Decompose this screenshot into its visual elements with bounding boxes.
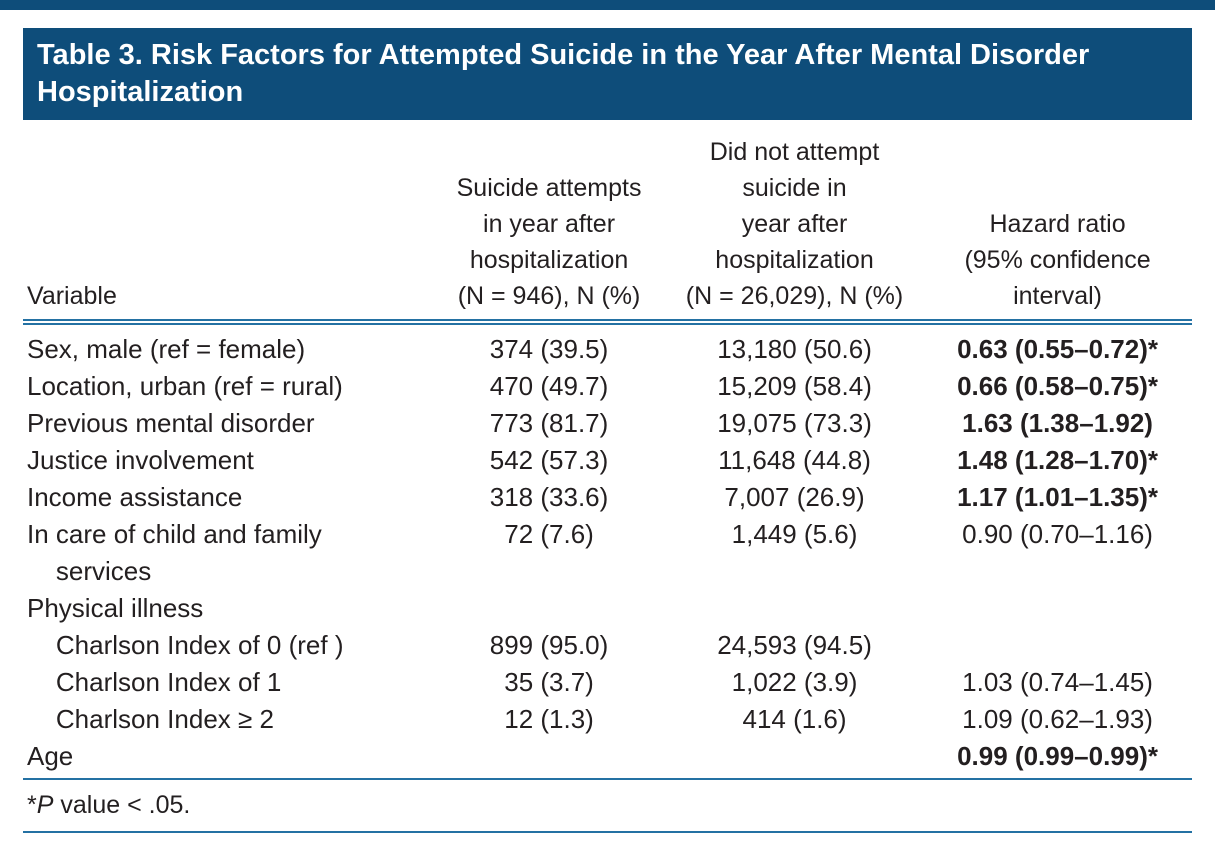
row-hazard-ratio: 0.66 (0.58–0.75)* (957, 371, 1159, 401)
column-header-hazard-ratio: Hazard ratio (95% confidence interval) (923, 120, 1192, 325)
row-did-not-attempt-value: 414 (1.6) (742, 704, 847, 734)
header-row: Variable Suicide attempts in year after … (23, 120, 1192, 325)
table-row: Previous mental disorder 773 (81.7) 19,0… (23, 405, 1192, 442)
row-attempts-value: 374 (39.5) (489, 334, 609, 364)
row-attempts-value: 899 (95.0) (489, 630, 609, 660)
row-did-not-attempt-value: 13,180 (50.6) (717, 334, 872, 364)
row-hazard-ratio: 1.17 (1.01–1.35)* (957, 482, 1159, 512)
row-did-not-attempt-value: 15,209 (58.4) (717, 371, 872, 401)
table-title-banner: Table 3. Risk Factors for Attempted Suic… (23, 28, 1192, 120)
table-row: Age 0.99 (0.99–0.99)* (23, 738, 1192, 779)
table-container: Table 3. Risk Factors for Attempted Suic… (23, 28, 1192, 833)
row-hazard-ratio: 0.90 (0.70–1.16) (962, 519, 1153, 549)
row-attempts-value: 35 (3.7) (504, 667, 594, 697)
table-row: In care of child and family services 72 … (23, 516, 1192, 590)
row-hazard-ratio: 1.09 (0.62–1.93) (962, 704, 1153, 734)
row-hazard-ratio (923, 627, 1192, 664)
column-header-did-not-attempt: Did not attempt suicide in year after ho… (665, 120, 924, 325)
column-header-variable: Variable (23, 120, 433, 325)
row-attempts-value: 72 (7.6) (504, 519, 594, 549)
row-did-not-attempt-value: 11,648 (44.8) (718, 445, 871, 475)
row-attempts-value: 470 (49.7) (489, 371, 609, 401)
table-title: Table 3. Risk Factors for Attempted Suic… (37, 39, 1090, 108)
table-row: Location, urban (ref = rural) 470 (49.7)… (23, 368, 1192, 405)
row-variable: Previous mental disorder (27, 408, 315, 438)
risk-factors-table: Variable Suicide attempts in year after … (23, 120, 1192, 780)
row-attempts-value: 773 (81.7) (489, 408, 609, 438)
row-variable: Justice involvement (27, 445, 254, 475)
table-footnote: *P value < .05. (23, 780, 1192, 833)
table-row: Charlson Index ≥ 2 12 (1.3) 414 (1.6) 1.… (23, 701, 1192, 738)
row-attempts-value (432, 738, 666, 779)
row-attempts-value (432, 590, 666, 627)
table-row: Charlson Index of 1 35 (3.7) 1,022 (3.9)… (23, 664, 1192, 701)
row-did-not-attempt-value (666, 590, 923, 627)
row-hazard-ratio: 0.99 (0.99–0.99)* (957, 741, 1159, 771)
row-did-not-attempt-value: 1,449 (5.6) (731, 519, 858, 549)
row-variable: Location, urban (ref = rural) (27, 371, 343, 401)
column-header-suicide-attempts: Suicide attempts in year after hospitali… (432, 120, 666, 325)
row-attempts-value: 12 (1.3) (504, 704, 594, 734)
row-attempts-value: 318 (33.6) (489, 482, 609, 512)
row-variable: In care of child and family services (27, 519, 322, 586)
row-variable: Charlson Index ≥ 2 (27, 704, 274, 734)
row-variable: Charlson Index of 1 (27, 667, 282, 697)
table-row: Justice involvement 542 (57.3) 11,648 (4… (23, 442, 1192, 479)
row-hazard-ratio: 1.63 (1.38–1.92) (962, 408, 1153, 438)
row-hazard-ratio: 1.48 (1.28–1.70)* (957, 445, 1159, 475)
row-did-not-attempt-value (666, 738, 923, 779)
row-hazard-ratio: 0.63 (0.55–0.72)* (957, 334, 1159, 364)
row-hazard-ratio: 1.03 (0.74–1.45) (962, 667, 1153, 697)
row-variable: Physical illness (27, 593, 204, 623)
row-did-not-attempt-value: 19,075 (73.3) (717, 408, 872, 438)
table-body: Sex, male (ref = female) 374 (39.5) 13,1… (23, 322, 1192, 779)
row-hazard-ratio (923, 590, 1192, 627)
footnote-p: P (36, 791, 54, 819)
table-row: Charlson Index of 0 (ref ) 899 (95.0) 24… (23, 627, 1192, 664)
table-row: Income assistance 318 (33.6) 7,007 (26.9… (23, 479, 1192, 516)
row-variable: Income assistance (27, 482, 243, 512)
footnote-text: value < .05. (53, 791, 191, 819)
row-attempts-value: 542 (57.3) (489, 445, 609, 475)
footnote-asterisk: * (27, 791, 37, 819)
row-variable: Sex, male (ref = female) (27, 334, 306, 364)
top-accent-bar (0, 0, 1215, 10)
row-did-not-attempt-value: 7,007 (26.9) (724, 482, 865, 512)
table-row: Sex, male (ref = female) 374 (39.5) 13,1… (23, 322, 1192, 368)
table-header: Variable Suicide attempts in year after … (23, 120, 1192, 325)
row-variable: Age (27, 741, 74, 771)
row-did-not-attempt-value: 1,022 (3.9) (731, 667, 858, 697)
table-row: Physical illness (23, 590, 1192, 627)
row-did-not-attempt-value: 24,593 (94.5) (717, 630, 872, 660)
row-variable: Charlson Index of 0 (ref ) (27, 630, 344, 660)
